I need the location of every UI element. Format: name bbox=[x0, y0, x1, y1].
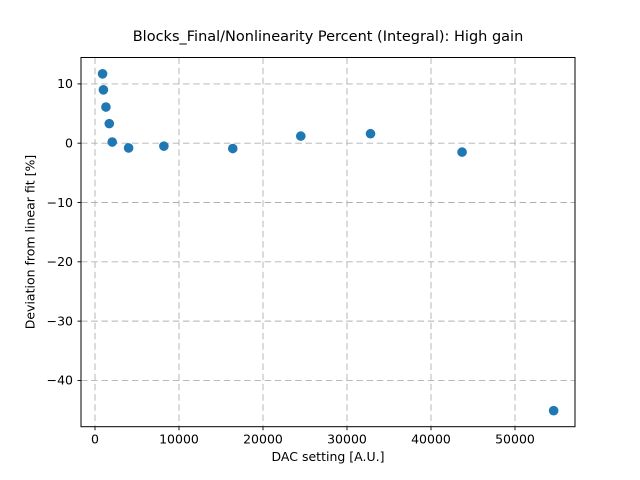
data-point bbox=[457, 147, 467, 157]
x-tick-label: 0 bbox=[91, 432, 99, 447]
y-tick-label: −30 bbox=[47, 313, 73, 328]
chart-title: Blocks_Final/Nonlinearity Percent (Integ… bbox=[132, 29, 524, 45]
x-tick-label: 20000 bbox=[243, 432, 283, 447]
data-point bbox=[365, 128, 376, 139]
x-tick-label: 10000 bbox=[159, 432, 199, 447]
data-point bbox=[227, 143, 238, 154]
y-axis-label: Deviation from linear fit [%] bbox=[22, 154, 38, 330]
data-point bbox=[548, 405, 559, 416]
y-tick-label: 0 bbox=[65, 136, 73, 151]
data-point bbox=[123, 143, 134, 153]
data-point bbox=[97, 69, 108, 79]
x-tick-label: 40000 bbox=[411, 432, 451, 447]
data-point bbox=[98, 85, 109, 95]
y-tick-label: −40 bbox=[47, 373, 73, 388]
data-point bbox=[159, 141, 169, 151]
y-tick-label: −20 bbox=[47, 254, 73, 269]
data-point bbox=[104, 118, 115, 129]
y-tick-label: 10 bbox=[57, 76, 73, 91]
x-axis-label: DAC setting [A.U.] bbox=[271, 449, 385, 464]
x-tick-label: 30000 bbox=[327, 432, 367, 447]
axes-frame bbox=[80, 57, 576, 428]
y-tick-label: −10 bbox=[47, 195, 73, 210]
data-point bbox=[107, 137, 118, 147]
x-tick-label: 50000 bbox=[495, 432, 535, 447]
data-point bbox=[296, 131, 306, 141]
data-point bbox=[101, 102, 111, 112]
